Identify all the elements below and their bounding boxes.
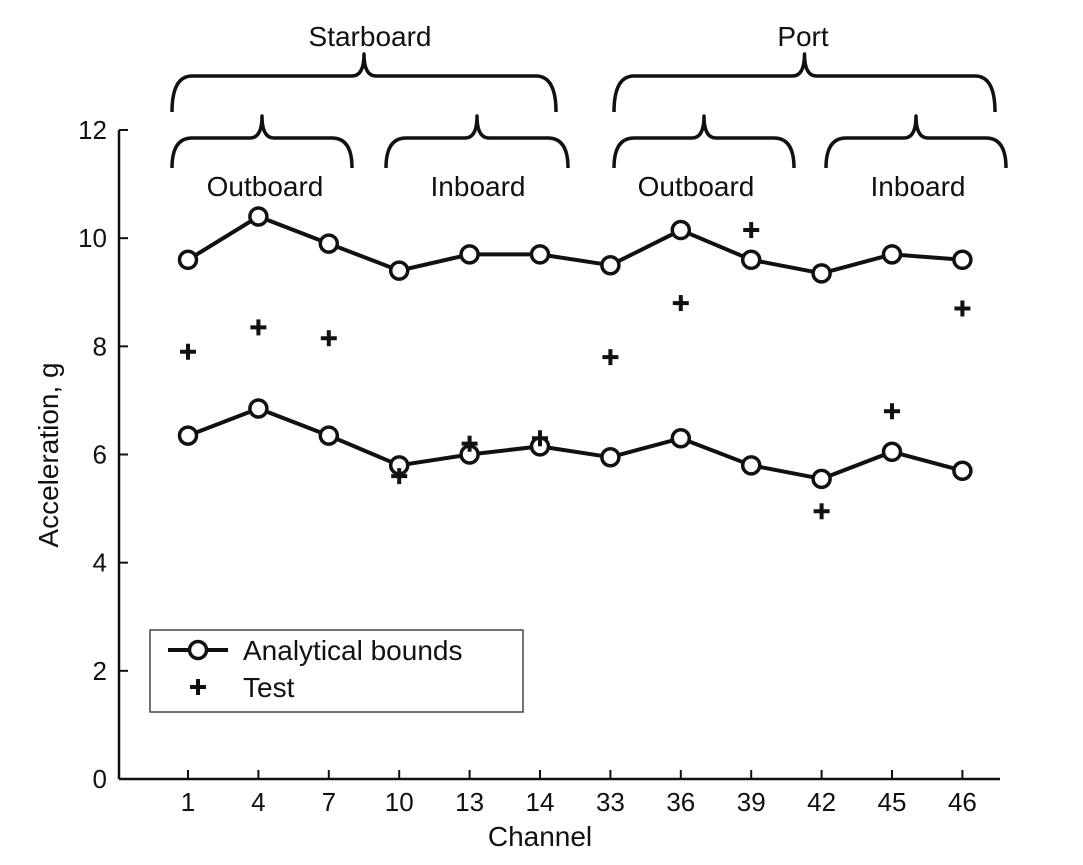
x-tick-label: 4 — [251, 787, 265, 817]
x-tick-label: 1 — [181, 787, 195, 817]
group-label-port-inboard: Inboard — [871, 171, 966, 202]
legend-label-test: Test — [243, 672, 295, 703]
data-point-circle — [529, 244, 551, 265]
data-point-circle — [459, 244, 480, 265]
data-point-circle — [600, 446, 621, 468]
data-point-circle — [670, 428, 692, 449]
data-point-plus — [672, 295, 689, 312]
y-ticks: 0 2 4 6 8 10 12 — [78, 115, 128, 794]
data-point-circle — [670, 219, 692, 241]
data-point-plus — [813, 503, 830, 520]
data-point-circle — [388, 260, 410, 281]
series-1 — [177, 398, 973, 490]
group-label-starboard: Starboard — [309, 21, 432, 52]
data-point-circle — [881, 244, 903, 265]
group-label-port: Port — [777, 21, 829, 52]
data-point-circle — [177, 249, 199, 271]
series-line — [187, 406, 963, 481]
data-point-plus — [532, 430, 548, 447]
y-tick-label: 12 — [78, 115, 107, 145]
group-label-port-outboard: Outboard — [638, 171, 755, 202]
data-point-plus — [391, 468, 408, 485]
y-tick-label: 4 — [93, 548, 107, 578]
data-point-plus — [954, 300, 971, 317]
y-tick-label: 0 — [93, 764, 107, 794]
x-tick-label: 10 — [385, 787, 414, 817]
y-tick-label: 6 — [93, 440, 107, 470]
data-point-plus — [602, 349, 619, 366]
data-point-circle — [811, 468, 832, 490]
bracket-starboard-outboard — [170, 114, 354, 169]
x-ticks: 1 4 7 10 13 14 33 36 39 42 45 46 — [181, 770, 977, 817]
y-axis-label: Acceleration, g — [33, 362, 64, 547]
series-0 — [177, 206, 973, 284]
x-tick-label: 14 — [526, 787, 555, 817]
x-tick-label: 7 — [322, 787, 336, 817]
data-point-circle — [881, 441, 903, 463]
data-point-circle — [740, 455, 762, 476]
series-line — [186, 214, 963, 276]
x-tick-label: 42 — [807, 787, 836, 817]
legend: Analytical bounds Test — [149, 629, 524, 713]
y-tick-label: 10 — [78, 223, 107, 253]
data-point-plus — [884, 403, 900, 420]
data-point-circle — [318, 425, 340, 446]
data-point-circle — [952, 460, 973, 481]
data-point-circle — [600, 254, 621, 276]
y-tick-label: 8 — [93, 331, 107, 361]
x-tick-label: 39 — [737, 787, 766, 817]
data-point-circle — [248, 398, 269, 419]
data-point-circle — [318, 233, 340, 254]
legend-plus-marker — [190, 679, 206, 695]
x-tick-label: 46 — [948, 787, 977, 817]
group-label-starboard-outboard: Outboard — [207, 171, 324, 202]
x-tick-label: 45 — [878, 787, 907, 817]
bracket-starboard — [170, 52, 558, 113]
x-tick-label: 36 — [666, 787, 695, 817]
x-tick-label: 13 — [455, 787, 484, 817]
bracket-port — [612, 52, 997, 113]
data-point-plus — [180, 343, 196, 360]
data-point-plus — [250, 319, 267, 336]
group-brackets — [170, 52, 1008, 169]
bracket-port-outboard — [612, 114, 796, 169]
y-tick-label: 2 — [93, 656, 107, 686]
data-point-circle — [952, 249, 973, 271]
data-point-plus — [461, 435, 478, 452]
bracket-port-inboard — [824, 114, 1008, 169]
x-tick-label: 33 — [596, 787, 625, 817]
data-point-circle — [740, 249, 762, 271]
data-point-circle — [248, 206, 269, 227]
data-point-circle — [811, 263, 832, 284]
x-axis-label: Channel — [488, 821, 592, 852]
legend-label-analytical: Analytical bounds — [243, 635, 462, 666]
legend-circle-marker — [187, 639, 209, 661]
group-label-starboard-inboard: Inboard — [431, 171, 526, 202]
legend-box — [149, 629, 524, 713]
series-layer — [177, 206, 973, 520]
data-point-circle — [177, 425, 199, 446]
data-point-plus — [743, 222, 760, 239]
bracket-starboard-inboard — [384, 114, 570, 169]
series-2 — [180, 222, 971, 520]
data-point-plus — [320, 330, 337, 347]
